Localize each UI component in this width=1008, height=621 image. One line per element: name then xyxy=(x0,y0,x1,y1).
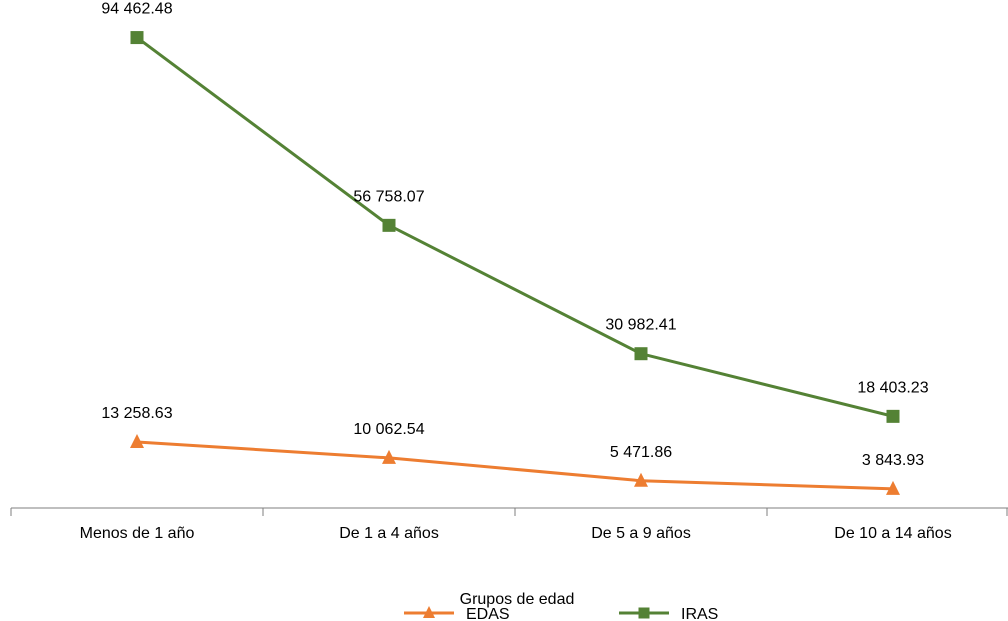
data-label: 5 471.86 xyxy=(610,444,672,461)
data-label: 10 062.54 xyxy=(353,421,424,438)
x-tick-label: De 10 a 14 años xyxy=(834,525,951,542)
data-point-marker xyxy=(130,31,144,45)
data-label: 13 258.63 xyxy=(101,405,172,422)
series-line xyxy=(136,36,894,418)
legend-label: IRAS xyxy=(681,606,718,621)
data-label: 30 982.41 xyxy=(605,317,676,334)
series-edas xyxy=(130,433,900,495)
legend-label: EDAS xyxy=(466,606,510,621)
data-point-marker xyxy=(423,606,435,618)
data-point-marker xyxy=(382,218,396,232)
legend-item-iras: IRAS xyxy=(619,606,718,621)
data-label: 3 843.93 xyxy=(862,452,924,469)
data-point-marker xyxy=(130,433,144,448)
data-label: 94 462.48 xyxy=(101,1,172,18)
x-tick-label: De 5 a 9 años xyxy=(591,525,691,542)
data-point-marker xyxy=(634,347,648,361)
data-point-marker xyxy=(382,449,396,464)
data-label: 56 758.07 xyxy=(353,188,424,205)
data-point-marker xyxy=(886,480,900,495)
data-point-marker xyxy=(634,472,648,487)
legend-item-edas: EDAS xyxy=(404,606,510,621)
data-label: 18 403.23 xyxy=(857,379,928,396)
series-iras xyxy=(130,31,900,423)
x-axis-title: Grupos de edad xyxy=(460,591,575,608)
data-point-marker xyxy=(886,409,900,423)
x-tick-label: Menos de 1 año xyxy=(80,525,195,542)
x-tick-label: De 1 a 4 años xyxy=(339,525,439,542)
series-line xyxy=(136,440,894,491)
data-point-marker xyxy=(638,607,650,619)
